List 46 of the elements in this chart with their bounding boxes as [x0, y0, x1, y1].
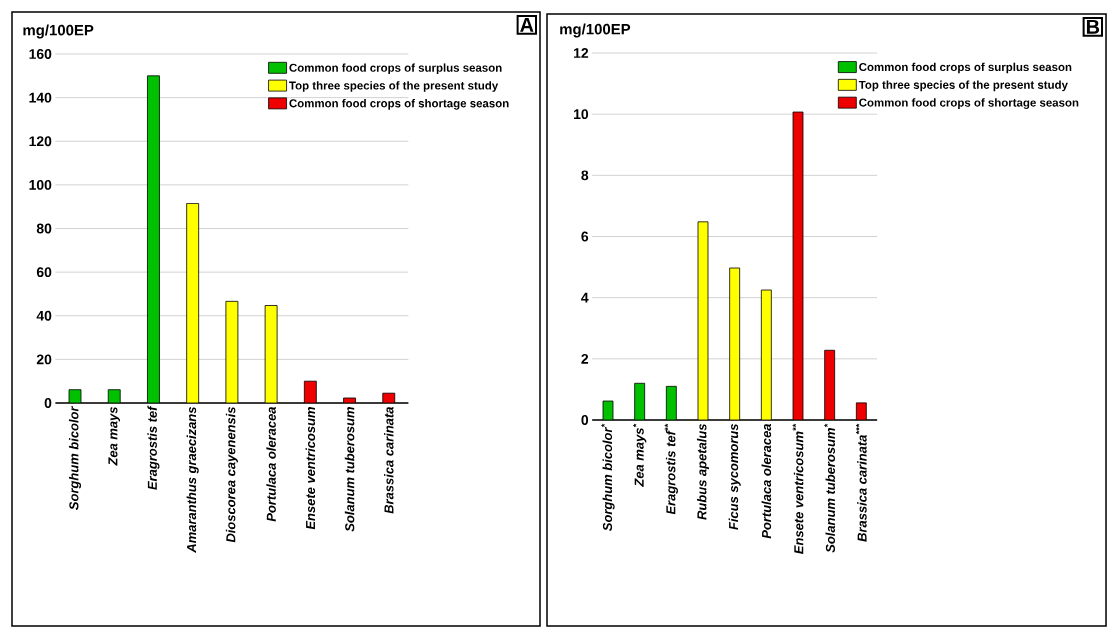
- y-tick-label: 12: [574, 48, 589, 58]
- y-tick-label: 140: [29, 92, 52, 103]
- x-tick-label: Zea mays: [108, 406, 121, 466]
- x-tick-label: Portulaca oleracea: [761, 423, 772, 539]
- x-tick-label: Eragrostis tef$^{**}$: [664, 423, 678, 515]
- x-tick-label: Zea mays$^{*}$: [633, 423, 647, 487]
- legend-label: Common food crops of surplus season: [289, 63, 502, 75]
- y-axis-title: mg/100EP: [560, 23, 631, 38]
- x-tick-label: Eragrostis tef: [147, 405, 160, 490]
- bar: [186, 203, 200, 403]
- x-tick-label: Ficus sycomorus: [728, 423, 741, 530]
- y-tick-label: 4: [581, 292, 589, 303]
- y-tick-label: 100: [29, 179, 52, 190]
- x-tick-label: Portulaca oleracea: [266, 406, 276, 522]
- legend-label: Common food crops of shortage season: [289, 98, 509, 110]
- y-tick-label: 80: [36, 223, 52, 234]
- legend-label: Common food crops of surplus season: [859, 62, 1072, 74]
- text: A: [520, 18, 534, 32]
- y-tick-label: 0: [581, 415, 589, 425]
- bar: [147, 75, 160, 403]
- x-tick-label: Brassica carinata: [384, 406, 394, 514]
- y-tick-label: 120: [29, 136, 52, 147]
- x-tick-label: Solanum tuberosum$^{*}$: [824, 423, 836, 553]
- x-tick-label: Ensete ventricosum$^{**}$: [792, 423, 804, 554]
- legend-label: Top three species of the present study: [858, 80, 1068, 92]
- text: B: [1086, 20, 1100, 34]
- x-tick-label: Rubus apetalus: [696, 423, 710, 520]
- x-tick-label: Amaranthus graecizans: [186, 406, 199, 553]
- y-axis-title: mg/100EP: [23, 24, 94, 39]
- y-tick-label: 2: [581, 353, 589, 364]
- x-tick-label: Brassica carinata$^{***}$: [855, 423, 867, 542]
- y-tick-label: 40: [36, 310, 52, 321]
- legend-label: Common food crops of shortage season: [859, 98, 1079, 109]
- y-tick-label: 20: [36, 354, 52, 365]
- x-tick-label: Sorghum bicolor$^{*}$: [601, 423, 615, 531]
- y-tick-label: 10: [574, 109, 589, 120]
- y-tick-label: 8: [581, 170, 589, 181]
- x-tick-label: Sorghum bicolor: [68, 405, 82, 510]
- y-tick-label: 6: [581, 231, 589, 242]
- legend-label: Top three species of the present study: [289, 81, 499, 92]
- x-tick-label: Ensete ventricosum: [305, 407, 316, 530]
- y-tick-label: 0: [44, 398, 52, 408]
- x-tick-label: Solanum tuberosum: [344, 407, 355, 532]
- x-tick-label: Dioscorea cayenensis: [225, 406, 238, 543]
- y-tick-label: 160: [29, 49, 52, 59]
- y-tick-label: 60: [36, 267, 52, 278]
